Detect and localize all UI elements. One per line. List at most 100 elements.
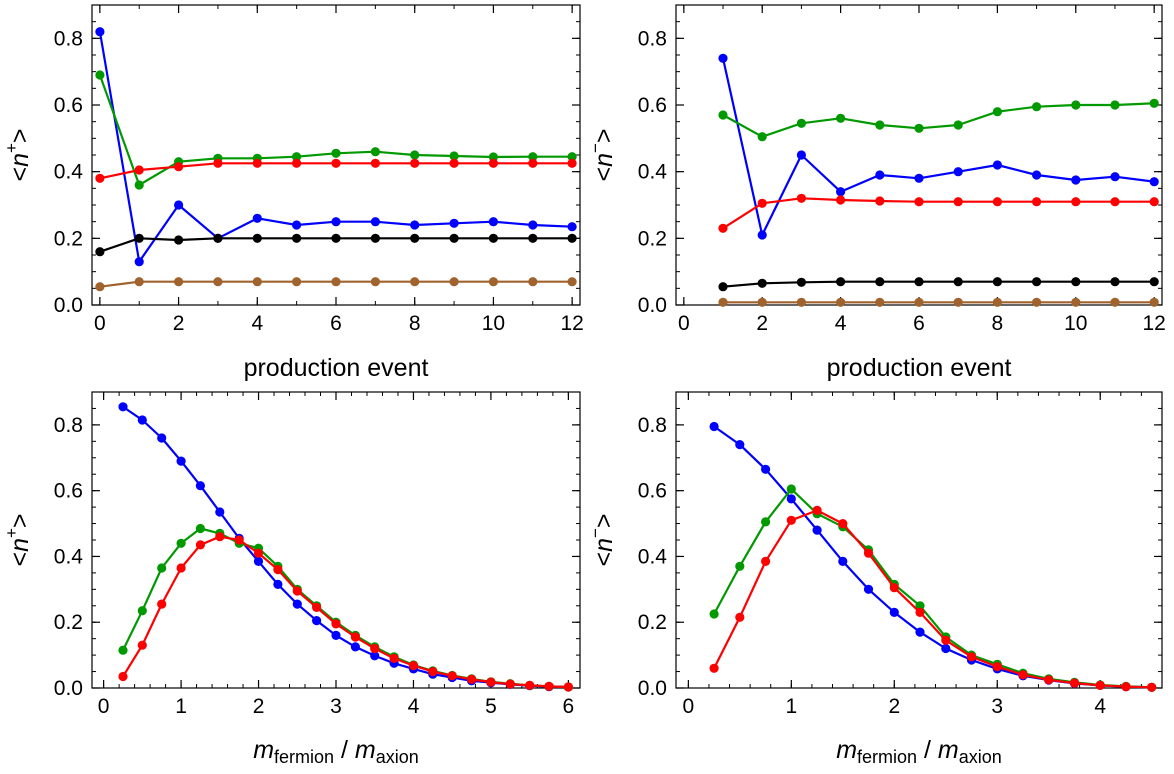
- y-tick-label: 0.0: [54, 677, 83, 700]
- data-point: [1110, 197, 1120, 207]
- data-point: [195, 523, 205, 534]
- data-point: [273, 579, 283, 590]
- data-point: [389, 653, 399, 664]
- series-line-green: [98, 74, 573, 187]
- data-point: [331, 148, 341, 158]
- data-point: [252, 158, 262, 168]
- x-tick-label: 12: [560, 312, 583, 335]
- data-point: [709, 609, 719, 619]
- data-point: [718, 53, 728, 63]
- data-point: [1018, 670, 1028, 680]
- x-tick-label: 12: [1142, 312, 1165, 335]
- series-blue: [718, 53, 1159, 240]
- data-point: [488, 233, 498, 243]
- data-point: [914, 197, 924, 207]
- data-point: [215, 507, 225, 517]
- data-point: [812, 505, 822, 515]
- data-point: [449, 277, 459, 287]
- data-point: [735, 612, 745, 622]
- x-tick-label: 6: [913, 312, 925, 335]
- x-tick-label: 2: [756, 312, 768, 335]
- data-point: [195, 540, 205, 550]
- data-point: [449, 151, 459, 161]
- data-point: [796, 277, 807, 287]
- data-point: [213, 233, 223, 243]
- data-point: [1110, 172, 1120, 182]
- x-tick-label: 1: [175, 695, 187, 718]
- data-point: [761, 556, 771, 567]
- data-point: [137, 640, 147, 650]
- series-red: [709, 505, 1157, 692]
- x-tick-label: 8: [992, 312, 1004, 335]
- y-tick-label: 0.2: [54, 227, 83, 250]
- data-point: [1149, 197, 1159, 207]
- data-point: [157, 563, 167, 573]
- data-point: [292, 277, 302, 287]
- data-point: [718, 297, 728, 307]
- series-line-blue: [713, 425, 1152, 689]
- data-point: [253, 548, 264, 558]
- y-tick-label: 0.4: [54, 545, 84, 568]
- y-axis-label: <n−>: [586, 128, 618, 181]
- y-tick-label: 0.6: [54, 480, 83, 503]
- data-point: [176, 563, 186, 573]
- y-tick-label: 0.4: [638, 161, 668, 184]
- y-axis-label: <n+>: [2, 128, 34, 181]
- data-point: [953, 197, 963, 207]
- data-point: [213, 277, 223, 287]
- data-point: [428, 667, 438, 677]
- data-point: [528, 158, 538, 168]
- y-tick-label: 0.0: [638, 677, 667, 700]
- data-point: [174, 277, 184, 287]
- data-point: [292, 152, 302, 162]
- data-point: [836, 195, 846, 205]
- data-point: [875, 120, 885, 130]
- y-tick-label: 0.6: [638, 94, 667, 117]
- data-point: [567, 222, 577, 232]
- x-tick-label: 2: [253, 695, 265, 718]
- data-point: [525, 680, 535, 691]
- data-point: [914, 277, 924, 287]
- data-point: [488, 277, 498, 287]
- x-tick-label: 6: [330, 312, 342, 335]
- series-black: [718, 277, 1159, 292]
- data-point: [953, 277, 963, 287]
- data-point: [488, 158, 498, 168]
- data-point: [567, 158, 577, 168]
- data-point: [709, 663, 719, 673]
- y-tick-label: 0.2: [638, 611, 667, 634]
- data-point: [836, 113, 846, 123]
- series-line-green: [722, 102, 1155, 138]
- data-point: [447, 671, 457, 681]
- data-point: [563, 682, 574, 692]
- series-line-blue: [721, 58, 1155, 237]
- x-tick-label: 0: [98, 695, 110, 718]
- data-point: [992, 160, 1003, 170]
- y-tick-label: 0.0: [54, 294, 83, 317]
- data-point: [370, 277, 380, 287]
- y-axis-label: <n−>: [586, 513, 618, 566]
- data-point: [118, 402, 128, 412]
- data-point: [95, 27, 105, 37]
- data-point: [786, 494, 796, 504]
- series-green: [718, 98, 1159, 142]
- data-point: [761, 517, 771, 527]
- data-point: [796, 118, 807, 128]
- data-point: [796, 150, 807, 160]
- data-point: [134, 180, 144, 190]
- y-tick-label: 0.2: [638, 227, 667, 250]
- data-point: [1071, 197, 1081, 207]
- data-point: [292, 158, 302, 168]
- data-point: [292, 233, 302, 243]
- data-point: [1149, 98, 1159, 108]
- y-tick-label: 0.8: [638, 414, 667, 437]
- data-point: [157, 599, 167, 609]
- panel-1: 0 2 4 6 8 10 12 0.0 0.2 0.4 0.6 0.8 <n+> production e…: [2, 4, 584, 382]
- data-point: [838, 556, 848, 567]
- data-point: [863, 584, 874, 594]
- data-point: [863, 548, 874, 558]
- data-point: [757, 297, 767, 307]
- data-point: [1032, 197, 1042, 207]
- data-point: [544, 681, 554, 692]
- data-point: [709, 421, 719, 432]
